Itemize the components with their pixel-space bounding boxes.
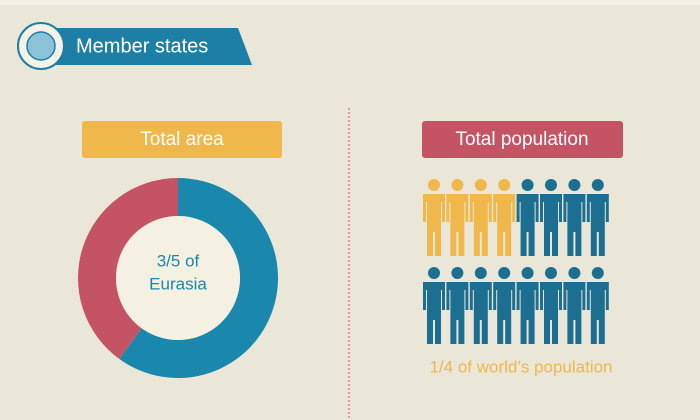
person-head: [591, 179, 604, 191]
person-head: [521, 179, 534, 191]
person-head: [545, 179, 557, 191]
person-body: [493, 194, 516, 256]
donut-segment: [78, 178, 178, 359]
person-head: [521, 267, 534, 279]
area-title: Total area: [140, 129, 224, 150]
header-title: Member states: [76, 35, 208, 57]
person: [586, 179, 609, 256]
person-body: [469, 194, 492, 256]
person: [540, 267, 562, 344]
person-body: [493, 282, 516, 344]
population-title: Total population: [455, 129, 588, 150]
person-head: [591, 267, 604, 279]
person-head: [498, 179, 511, 191]
person: [516, 267, 539, 344]
person: [516, 179, 539, 256]
person-head: [568, 179, 581, 191]
donut: [78, 178, 279, 379]
person-head: [498, 267, 511, 279]
person-body: [586, 194, 609, 256]
person-body: [586, 282, 609, 344]
logo-globe: [26, 31, 56, 61]
person-body: [423, 194, 445, 256]
person-head: [474, 179, 487, 191]
population-label-box: [422, 121, 623, 158]
person: [493, 267, 516, 344]
person-head: [451, 179, 464, 191]
person: [563, 267, 586, 344]
person-head: [428, 267, 440, 279]
person-body: [516, 282, 539, 344]
person: [586, 267, 609, 344]
person-head: [451, 267, 464, 279]
person-head: [474, 267, 487, 279]
area-label-box: [82, 121, 282, 158]
person: [493, 179, 516, 256]
person: [446, 179, 469, 256]
area-label: Eurasia: [149, 274, 207, 293]
person: [423, 267, 445, 344]
person-head: [545, 267, 557, 279]
person-head: [568, 267, 581, 279]
area-label: 3/5 of: [157, 251, 200, 270]
person-body: [516, 194, 539, 256]
top-strip: [0, 0, 700, 5]
person-body: [423, 282, 445, 344]
donut-segment: [119, 178, 279, 379]
donut-hole: [116, 216, 240, 340]
person: [563, 179, 586, 256]
person: [446, 267, 469, 344]
person-body: [563, 282, 586, 344]
person-body: [469, 282, 492, 344]
pictogram: [423, 179, 609, 344]
person: [469, 267, 492, 344]
person: [423, 179, 445, 256]
person-body: [563, 194, 586, 256]
person-body: [446, 282, 469, 344]
person-head: [428, 179, 440, 191]
person: [469, 179, 492, 256]
header-ribbon: [50, 28, 252, 65]
person-body: [540, 194, 562, 256]
person-body: [446, 194, 469, 256]
population-label: 1/4 of world’s population: [429, 357, 612, 376]
person-body: [540, 282, 562, 344]
person: [540, 179, 562, 256]
